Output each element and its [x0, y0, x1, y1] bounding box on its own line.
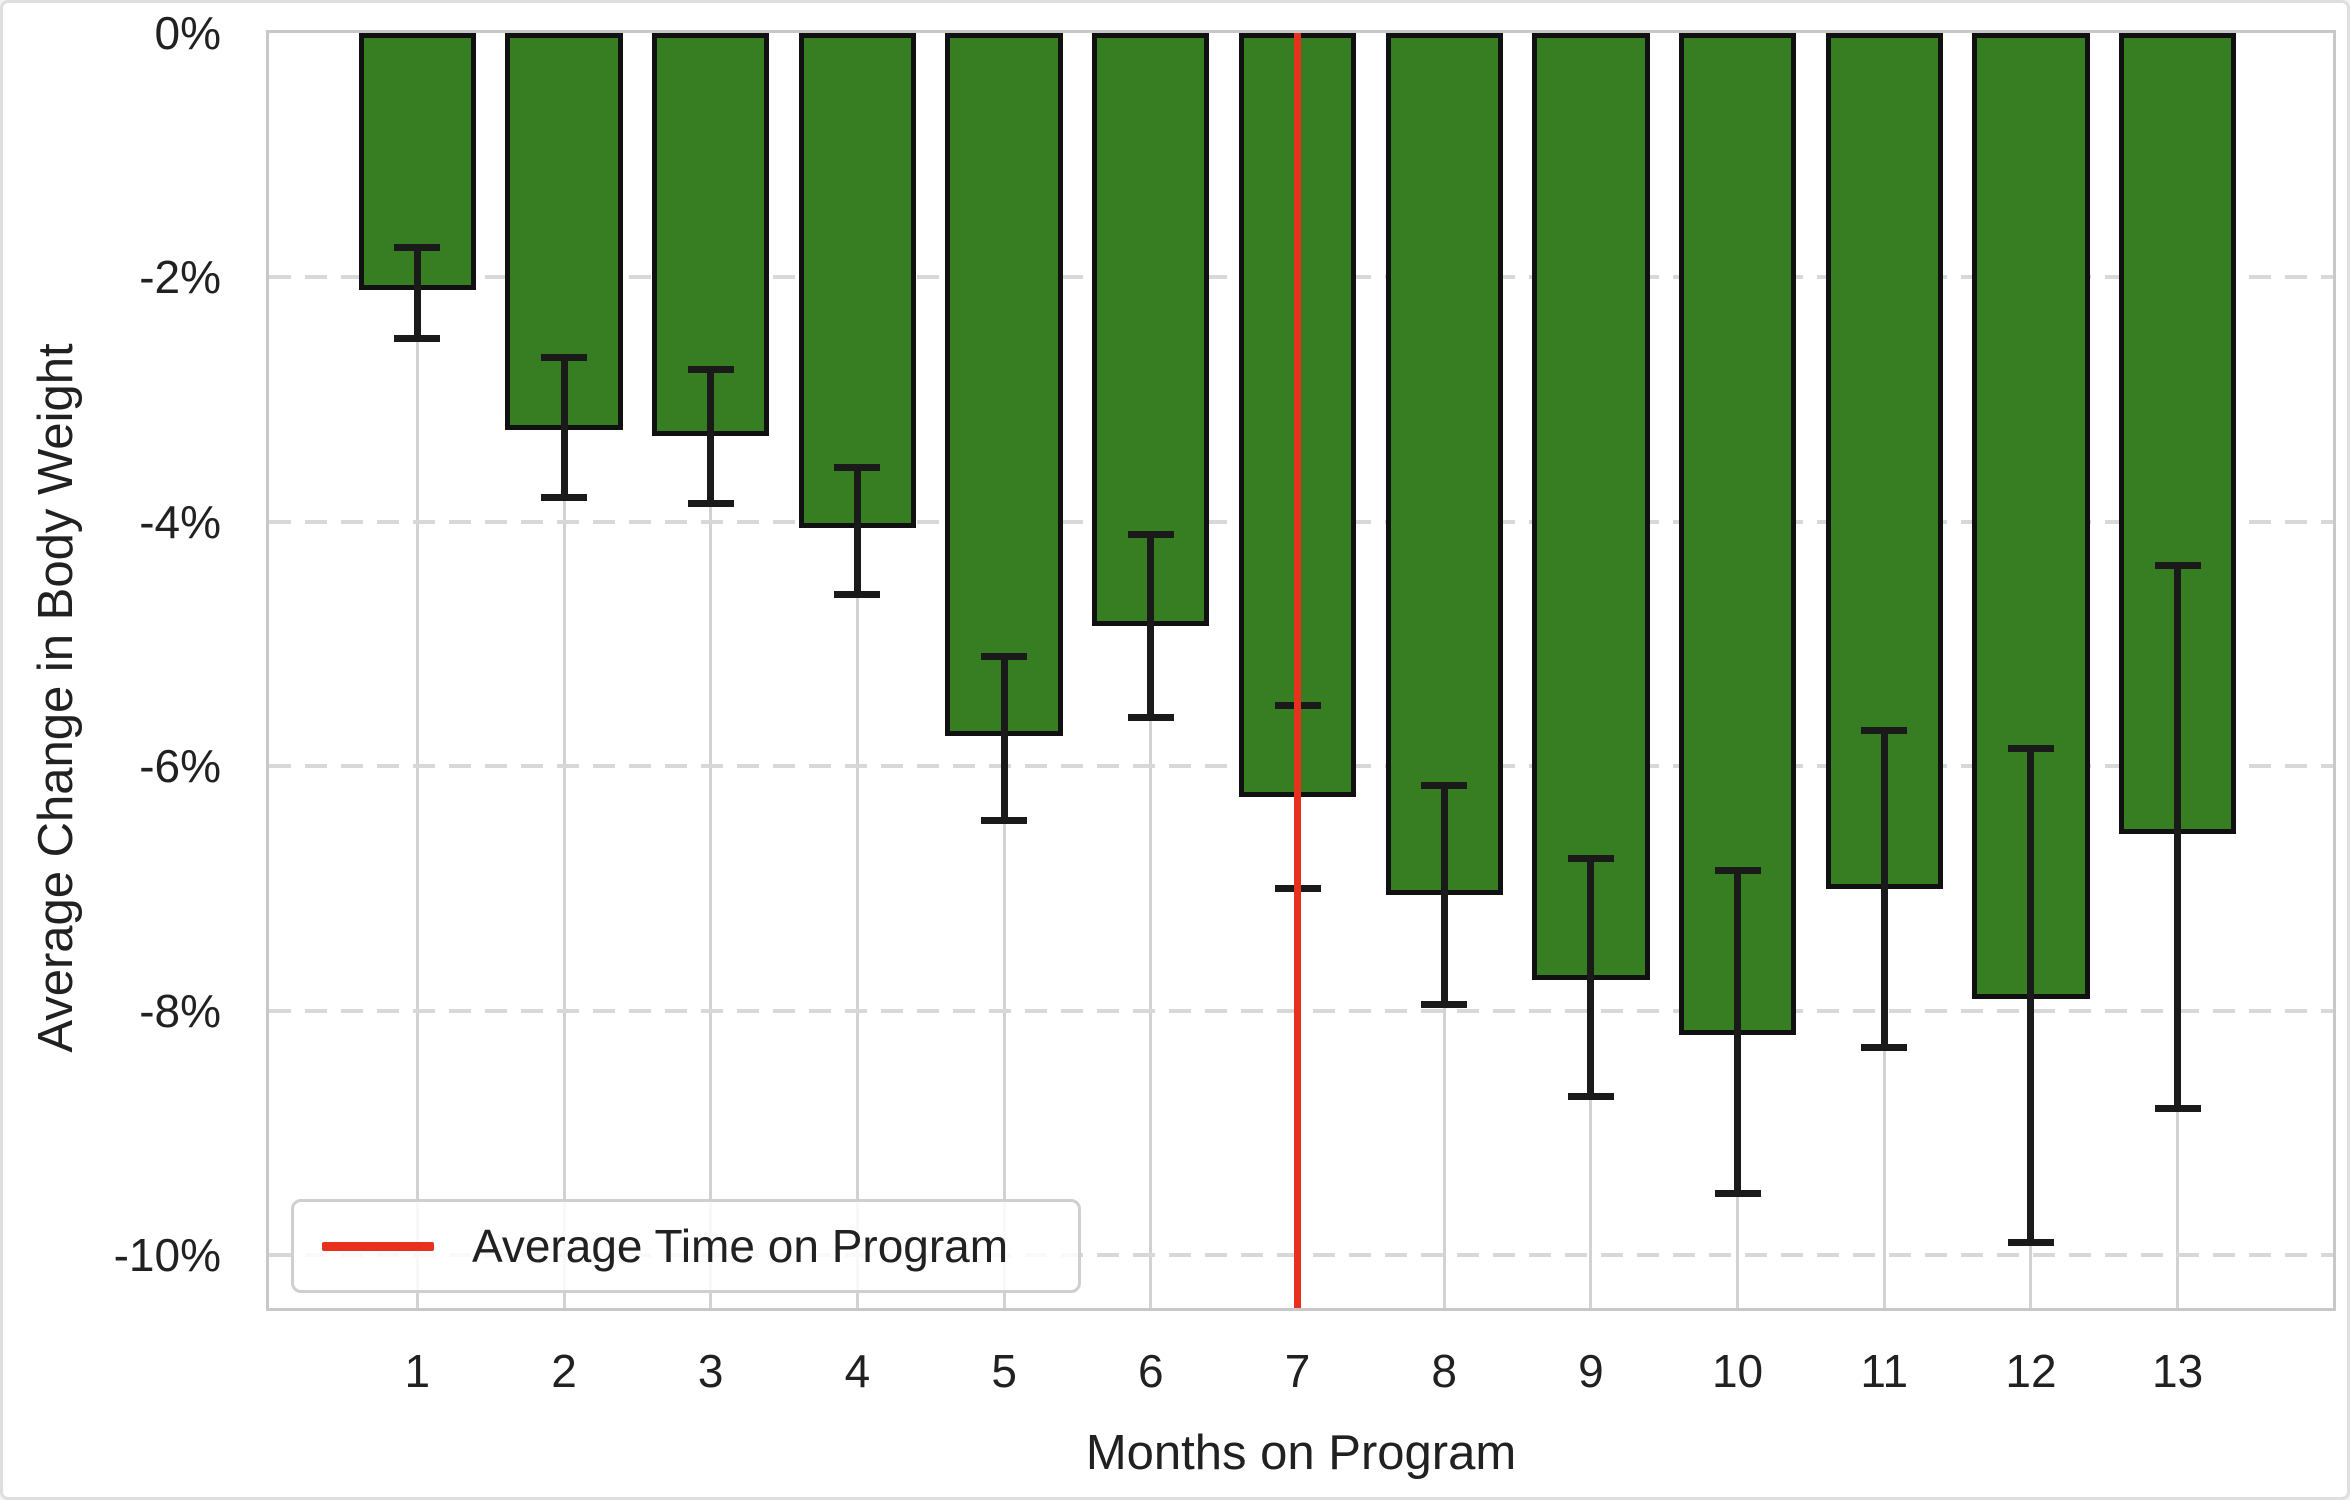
error-cap-top	[2007, 745, 2054, 753]
legend-label: Average Time on Program	[472, 1220, 1009, 1272]
v-gridline	[855, 33, 859, 1308]
error-bar	[1880, 729, 1888, 1048]
error-cap-bottom	[1127, 713, 1174, 721]
error-cap-top	[2154, 561, 2201, 569]
error-cap-top	[1714, 867, 1761, 875]
bar	[652, 33, 770, 437]
v-gridline	[415, 33, 419, 1308]
x-tick-label: 9	[1578, 1345, 1604, 1397]
average-time-vline	[1294, 33, 1301, 1308]
y-tick-label: -2%	[139, 251, 221, 304]
error-bar	[2027, 748, 2035, 1244]
y-tick-label: -10%	[113, 1229, 221, 1282]
x-tick-label: 11	[1860, 1345, 1909, 1397]
y-tick-label: 0%	[154, 7, 221, 59]
error-cap-bottom	[687, 499, 734, 507]
y-tick-label: -6%	[139, 740, 221, 793]
x-tick-label: 2	[551, 1345, 577, 1397]
error-cap-bottom	[2007, 1239, 2054, 1247]
x-tick-label: 1	[404, 1345, 431, 1397]
error-cap-top	[1127, 531, 1174, 539]
error-cap-bottom	[541, 493, 588, 501]
error-cap-top	[687, 366, 734, 374]
error-cap-bottom	[394, 334, 441, 342]
legend: Average Time on Program	[291, 1199, 1081, 1293]
bar	[1092, 33, 1210, 626]
bar	[945, 33, 1063, 736]
bar	[1385, 33, 1503, 895]
legend-line-sample	[322, 1241, 434, 1251]
error-cap-top	[1567, 855, 1614, 863]
h-gridline	[269, 1253, 2333, 1258]
error-bar	[1147, 534, 1155, 718]
error-bar	[413, 246, 421, 339]
bar	[505, 33, 623, 431]
error-cap-bottom	[1861, 1043, 1908, 1051]
error-bar	[1587, 858, 1595, 1097]
v-gridline	[709, 33, 713, 1308]
bar	[1532, 33, 1650, 981]
y-tick-label: -8%	[139, 984, 221, 1037]
plot-area: Average Time on Program	[266, 30, 2336, 1311]
x-tick-label: 6	[1138, 1345, 1164, 1397]
x-tick-label: 7	[1284, 1345, 1311, 1397]
error-bar	[2174, 564, 2182, 1109]
error-cap-top	[1861, 726, 1908, 734]
y-tick-label: -4%	[139, 495, 221, 548]
error-cap-top	[541, 353, 588, 361]
error-cap-bottom	[1714, 1190, 1761, 1198]
error-cap-bottom	[2154, 1104, 2201, 1112]
v-gridline	[562, 33, 566, 1308]
error-cap-top	[1421, 781, 1468, 789]
error-bar	[1440, 784, 1448, 1005]
x-tick-label: 13	[2152, 1345, 2204, 1397]
x-tick-label: 3	[697, 1345, 724, 1397]
error-cap-bottom	[834, 591, 881, 599]
error-cap-bottom	[1421, 1000, 1468, 1008]
error-bar	[1734, 870, 1742, 1195]
x-tick-label: 8	[1431, 1345, 1457, 1397]
error-cap-top	[834, 463, 881, 471]
error-cap-top	[394, 243, 441, 251]
y-axis-label: Average Change in Body Weight	[29, 343, 83, 1053]
error-bar	[1000, 656, 1008, 822]
x-tick-label: 5	[991, 1345, 1017, 1397]
x-tick-label: 12	[2005, 1345, 2057, 1397]
error-cap-bottom	[981, 817, 1028, 825]
error-bar	[560, 356, 568, 498]
x-tick-label: 4	[844, 1345, 871, 1397]
error-cap-bottom	[1567, 1092, 1614, 1100]
error-bar	[853, 466, 861, 596]
error-bar	[707, 369, 715, 504]
x-tick-label: 10	[1711, 1345, 1764, 1397]
bar	[798, 33, 917, 529]
h-gridline	[269, 1008, 2333, 1013]
error-cap-top	[981, 653, 1028, 661]
x-axis-label: Months on Program	[1085, 1426, 1517, 1480]
